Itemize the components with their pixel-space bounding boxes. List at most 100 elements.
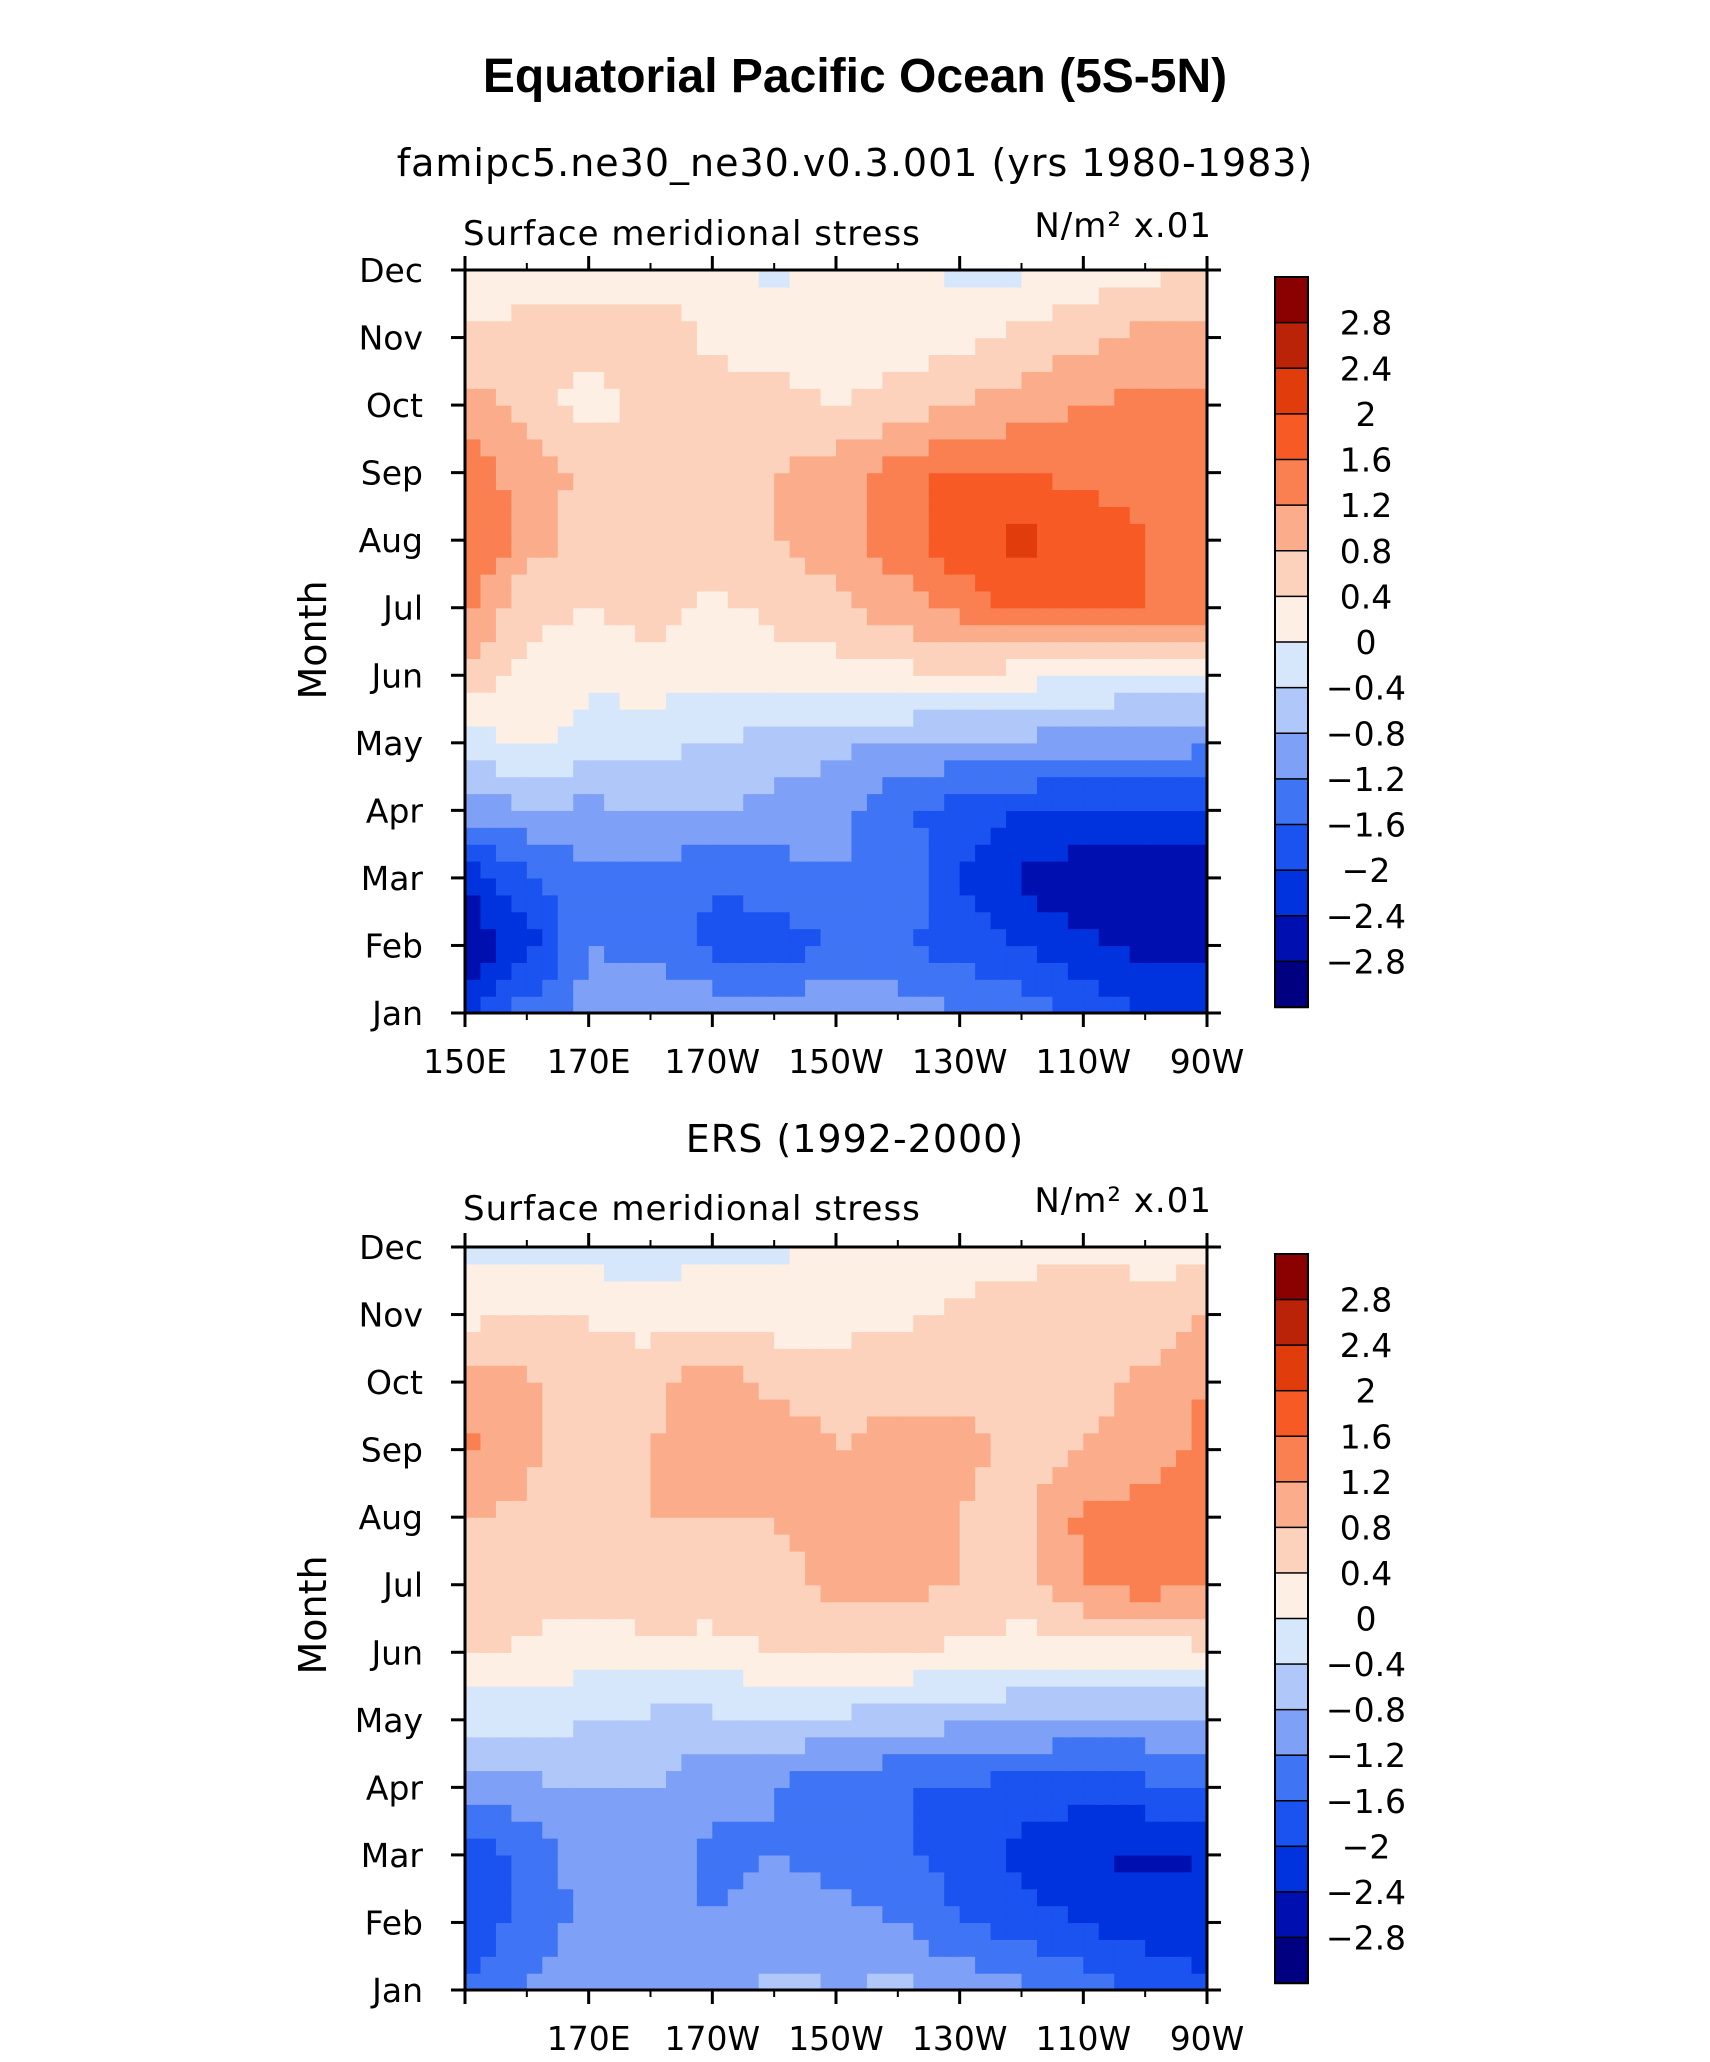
heatmap-cell bbox=[774, 1956, 791, 1974]
heatmap-cell bbox=[851, 1939, 868, 1957]
heatmap-cell bbox=[696, 742, 713, 761]
heatmap-cell bbox=[975, 1719, 992, 1738]
heatmap-cell bbox=[743, 1753, 760, 1772]
heatmap-cell bbox=[758, 1821, 775, 1839]
heatmap-cell bbox=[635, 1871, 652, 1890]
heatmap-cell bbox=[557, 1821, 574, 1839]
heatmap-cell bbox=[495, 1686, 512, 1704]
heatmap-cell bbox=[928, 725, 945, 744]
heatmap-cell bbox=[526, 1804, 543, 1822]
heatmap-cell bbox=[511, 827, 528, 845]
heatmap-cell bbox=[635, 928, 652, 947]
heatmap-cell bbox=[712, 1584, 729, 1603]
heatmap-cell bbox=[573, 1534, 590, 1552]
heatmap-cell bbox=[665, 928, 683, 947]
heatmap-cell bbox=[944, 421, 961, 440]
heatmap-cell bbox=[1083, 1854, 1100, 1873]
heatmap-cell bbox=[1114, 1500, 1131, 1518]
heatmap-cell bbox=[681, 1398, 698, 1417]
heatmap-cell bbox=[1006, 1736, 1023, 1755]
heatmap-cell bbox=[665, 1398, 683, 1417]
heatmap-cell bbox=[665, 1753, 683, 1772]
heatmap-cell bbox=[1006, 590, 1023, 609]
heatmap-cell bbox=[1129, 337, 1146, 356]
heatmap-cell bbox=[526, 675, 543, 693]
heatmap-cell bbox=[619, 1618, 636, 1636]
heatmap-cell bbox=[665, 844, 683, 862]
heatmap-cell bbox=[1145, 286, 1162, 305]
heatmap-cell bbox=[1036, 354, 1054, 372]
heatmap-cell bbox=[897, 303, 914, 322]
heatmap-cell bbox=[820, 523, 837, 541]
heatmap-cell bbox=[866, 557, 883, 575]
heatmap-cell bbox=[1145, 962, 1162, 980]
heatmap-cell bbox=[897, 894, 914, 913]
heatmap-cell bbox=[588, 675, 605, 693]
heatmap-cell bbox=[1114, 1517, 1131, 1535]
heatmap-cell bbox=[635, 1618, 652, 1636]
heatmap-cell bbox=[650, 438, 667, 457]
heatmap-cell bbox=[665, 303, 683, 322]
heatmap-cell bbox=[681, 523, 698, 541]
heatmap-cell bbox=[650, 1888, 667, 1907]
heatmap-cell bbox=[712, 793, 729, 811]
heatmap-cell bbox=[1067, 455, 1084, 474]
heatmap-cell bbox=[1036, 1398, 1054, 1417]
heatmap-cell bbox=[588, 1635, 605, 1653]
heatmap-cell bbox=[1067, 540, 1084, 558]
heatmap-cell bbox=[495, 1534, 512, 1552]
heatmap-cell bbox=[774, 1652, 791, 1670]
heatmap-cell bbox=[789, 421, 806, 440]
heatmap-cell bbox=[588, 692, 605, 710]
heatmap-cell bbox=[542, 1905, 559, 1924]
heatmap-cell bbox=[913, 1956, 930, 1974]
heatmap-cell bbox=[1191, 1973, 1208, 1991]
heatmap-cell bbox=[1052, 1973, 1069, 1991]
heatmap-cell bbox=[944, 1669, 961, 1687]
heatmap-cell bbox=[1098, 1787, 1115, 1805]
heatmap-cell bbox=[542, 624, 559, 643]
heatmap-cell bbox=[557, 844, 574, 862]
heatmap-cell bbox=[1083, 945, 1100, 963]
heatmap-cell bbox=[511, 438, 528, 457]
heatmap-cell bbox=[882, 270, 899, 288]
heatmap-cell bbox=[542, 1618, 559, 1636]
heatmap-cell bbox=[805, 1753, 822, 1772]
heatmap-cell bbox=[526, 1787, 543, 1805]
heatmap-cell bbox=[681, 861, 698, 879]
heatmap-cell bbox=[1006, 1483, 1023, 1501]
heatmap-cell bbox=[588, 979, 605, 997]
heatmap-cell bbox=[897, 1956, 914, 1974]
heatmap-cell bbox=[1052, 1770, 1069, 1788]
heatmap-cell bbox=[1098, 1753, 1115, 1772]
heatmap-cell bbox=[573, 540, 590, 558]
heatmap-cell bbox=[681, 1770, 698, 1788]
heatmap-cell bbox=[913, 1365, 930, 1383]
heatmap-cell bbox=[758, 1365, 775, 1383]
heatmap-cell bbox=[696, 1669, 713, 1687]
heatmap-cell bbox=[727, 742, 744, 761]
heatmap-cell bbox=[805, 455, 822, 474]
heatmap-cell bbox=[913, 270, 930, 288]
heatmap-cell bbox=[805, 337, 822, 356]
heatmap-cell bbox=[650, 354, 667, 372]
heatmap-cell bbox=[836, 1314, 853, 1333]
heatmap-cell bbox=[789, 1263, 806, 1282]
heatmap-cell bbox=[1021, 928, 1038, 947]
heatmap-cell bbox=[1006, 810, 1023, 828]
heatmap-cell bbox=[542, 1365, 559, 1383]
heatmap-cell bbox=[712, 1804, 729, 1822]
heatmap-cell bbox=[774, 1365, 791, 1383]
heatmap-cell bbox=[650, 1466, 667, 1485]
heatmap-cell bbox=[650, 1854, 667, 1873]
heatmap-cell bbox=[635, 641, 652, 659]
heatmap-cell bbox=[696, 607, 713, 626]
heatmap-cell bbox=[1021, 793, 1038, 811]
heatmap-cell bbox=[465, 1601, 482, 1620]
heatmap-cell bbox=[959, 1382, 976, 1400]
heatmap-cell bbox=[604, 1669, 621, 1687]
heatmap-cell bbox=[619, 1466, 636, 1485]
heatmap-cell bbox=[882, 1331, 899, 1349]
heatmap-cell bbox=[465, 489, 482, 508]
heatmap-cell bbox=[743, 1398, 760, 1417]
